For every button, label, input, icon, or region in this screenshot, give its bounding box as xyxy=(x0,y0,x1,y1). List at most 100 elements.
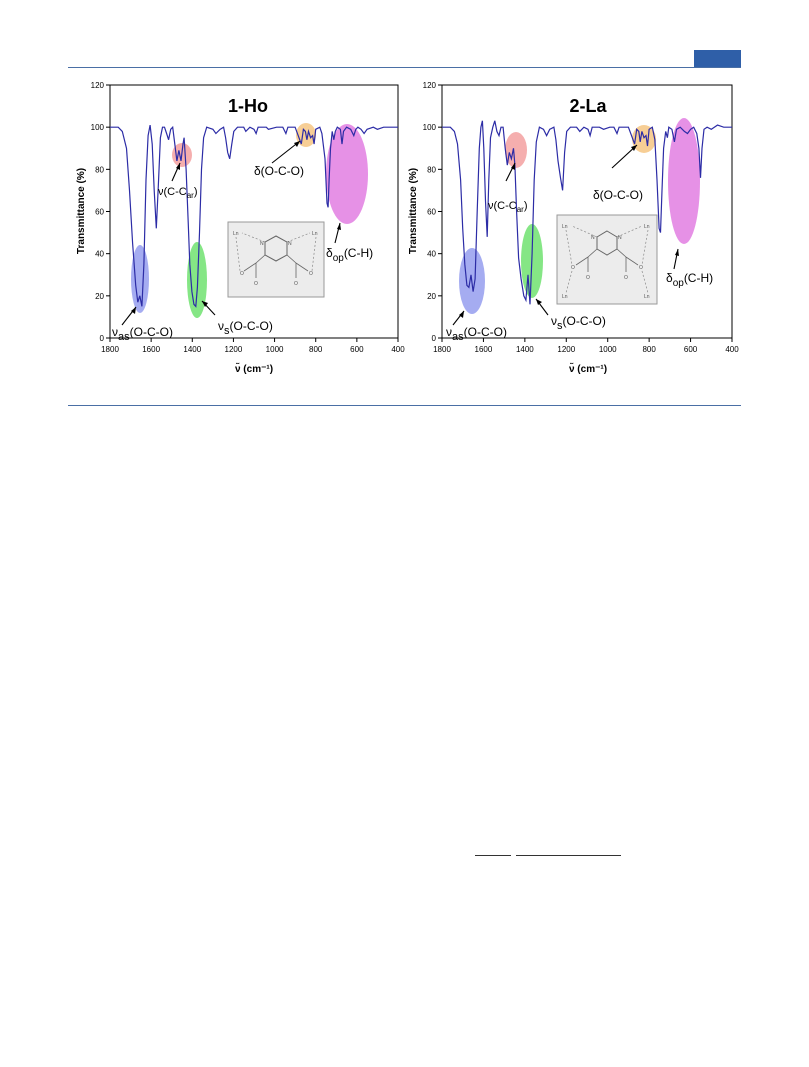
x-axis-label-1: ν̃ (cm⁻¹) xyxy=(235,362,273,375)
x-tick-label: 600 xyxy=(350,345,364,354)
label-vs-2: νs(O-C-O) xyxy=(551,314,606,332)
label-cc-1: ν(C-Car) xyxy=(158,186,198,200)
inset-bond-2e xyxy=(625,256,639,266)
y-tick-label: 100 xyxy=(423,123,437,132)
panel-title-2: 2-La xyxy=(569,96,607,116)
inset-label-2-6: O xyxy=(639,265,643,271)
y-axis-label-2: Transmittance (%) xyxy=(408,168,419,254)
highlight-dop-1 xyxy=(326,124,368,224)
inset-label-2-7: O xyxy=(624,275,628,281)
plot-area-2: 0 20 40 60 80 100 120 1800 1600 1400 1200 1000 800 6… xyxy=(408,81,739,375)
y-tick-label: 20 xyxy=(427,292,436,301)
arrow-doco-1 xyxy=(271,140,301,164)
y-axis-ticks-2: 0 20 40 60 80 100 120 xyxy=(423,81,442,343)
header-tab xyxy=(694,50,741,67)
header-rule xyxy=(68,67,741,68)
inset-bond-1c xyxy=(243,262,257,272)
y-tick-label: 0 xyxy=(432,334,437,343)
x-axis-ticks-2: 1800 1600 1400 1200 1000 800 600 400 xyxy=(433,338,739,354)
x-tick-label: 1600 xyxy=(142,345,160,354)
inset-label-2-8: Ln xyxy=(562,294,568,300)
label-dop-1: δop(C-H) xyxy=(326,246,373,264)
x-tick-label: 1400 xyxy=(183,345,201,354)
y-tick-label: 120 xyxy=(91,81,105,90)
ir-spectra-figure: Ln N N Ln O O O O 0 20 40 60 80 100 120 1800 16… xyxy=(60,75,760,400)
y-axis-ticks-1: 0 20 40 60 80 100 120 xyxy=(91,81,110,343)
inset-bond-1b xyxy=(286,254,297,264)
x-tick-label: 1200 xyxy=(225,345,243,354)
y-tick-label: 40 xyxy=(427,250,436,259)
y-tick-label: 60 xyxy=(95,208,104,217)
y-axis-label-1: Transmittance (%) xyxy=(76,168,87,254)
y-tick-label: 80 xyxy=(95,165,104,174)
inset-label-1-6: O xyxy=(309,271,313,277)
arrow-cc-1 xyxy=(171,162,181,182)
y-tick-label: 0 xyxy=(100,334,105,343)
inset-coord-1a xyxy=(241,232,266,243)
y-tick-label: 120 xyxy=(423,81,437,90)
x-tick-label: 600 xyxy=(684,345,698,354)
inset-label-2-9: Ln xyxy=(644,294,650,300)
annotations-2: ν(C-Car) νas(O-C-O) νs(O-C-O) δ(O-C-O) δ… xyxy=(446,144,713,343)
ir-spectra-svg: Ln N N Ln O O O O 0 20 40 60 80 100 120 1800 16… xyxy=(76,81,739,375)
label-doco-2: δ(O-C-O) xyxy=(593,188,643,202)
inset-label-1-2: N xyxy=(288,241,292,247)
inset-label-1-1: N xyxy=(260,241,264,247)
x-tick-label: 800 xyxy=(309,345,323,354)
highlight-vs-1 xyxy=(187,242,207,318)
inset-bond-2a xyxy=(587,248,598,258)
panel-title-1: 1-Ho xyxy=(228,96,268,116)
y-tick-label: 20 xyxy=(95,292,104,301)
inset-box-2 xyxy=(556,214,658,305)
label-vs-1: νs(O-C-O) xyxy=(218,319,273,337)
arrow-vas-2 xyxy=(452,310,465,326)
x-tick-label: 1400 xyxy=(516,345,534,354)
inset-structure-1: Ln N N Ln O O O O xyxy=(227,221,325,298)
x-tick-label: 800 xyxy=(642,345,656,354)
label-vas-1: νas(O-C-O) xyxy=(112,325,173,343)
arrow-vas-1 xyxy=(121,306,137,326)
x-tick-label: 400 xyxy=(391,345,405,354)
highlight-doco-2 xyxy=(632,125,656,153)
x-tick-label: 1600 xyxy=(475,345,493,354)
annotations-1: ν(C-Car) νas(O-C-O) νs(O-C-O) δ(O-C-O) δ… xyxy=(112,140,373,343)
inset-label-1-7: O xyxy=(294,281,298,287)
inset-coord-2c xyxy=(565,229,573,266)
fill-line-long xyxy=(516,855,621,856)
inset-label-1-4: O xyxy=(240,271,244,277)
inset-box-1 xyxy=(227,221,325,298)
inset-label-2-2: N xyxy=(618,235,622,241)
inset-coord-2a xyxy=(571,225,598,238)
inset-label-2-4: O xyxy=(571,265,575,271)
x-tick-label: 1200 xyxy=(557,345,575,354)
inset-bond-2b xyxy=(616,248,627,258)
arrow-vs-1 xyxy=(201,300,216,316)
y-tick-label: 40 xyxy=(95,250,104,259)
spectrum-line-1 xyxy=(110,124,398,308)
inset-label-2-3: Ln xyxy=(644,224,650,230)
label-dop-2: δop(C-H) xyxy=(666,271,713,289)
inset-coord-1c xyxy=(235,236,241,272)
arrow-doco-2 xyxy=(611,144,638,169)
arrow-dop-1 xyxy=(334,222,341,244)
inset-structure-2: Ln N N Ln O O O O Ln Ln xyxy=(556,214,658,305)
x-tick-label: 1800 xyxy=(433,345,451,354)
y-tick-label: 100 xyxy=(91,123,105,132)
inset-bond-2c xyxy=(575,256,589,266)
inset-bond-1e xyxy=(295,262,309,272)
inset-coord-1b xyxy=(286,232,311,243)
arrow-vs-2 xyxy=(535,298,549,316)
inset-coord-1d xyxy=(311,236,317,272)
figure-bottom-rule xyxy=(68,405,741,406)
y-tick-label: 80 xyxy=(427,165,436,174)
fill-line-short xyxy=(475,855,511,856)
spectrum-line-2 xyxy=(442,120,732,305)
x-tick-label: 400 xyxy=(725,345,739,354)
arrow-dop-2 xyxy=(673,248,679,270)
inset-label-1-5: O xyxy=(254,281,258,287)
x-axis-ticks-1: 1800 1600 1400 1200 1000 800 600 400 xyxy=(101,338,405,354)
label-doco-1: δ(O-C-O) xyxy=(254,164,304,178)
x-tick-label: 1000 xyxy=(599,345,617,354)
x-tick-label: 1800 xyxy=(101,345,119,354)
highlight-cc-2 xyxy=(505,132,527,168)
